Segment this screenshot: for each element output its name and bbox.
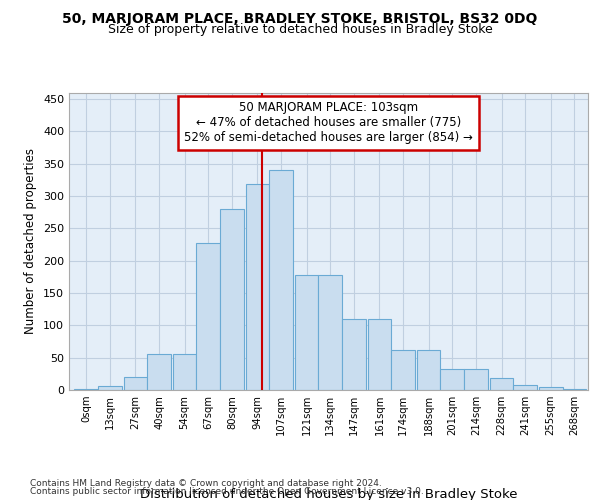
Bar bbox=[319, 275, 342, 390]
Bar bbox=[148, 354, 171, 390]
Bar bbox=[269, 170, 293, 390]
Bar bbox=[391, 350, 415, 390]
X-axis label: Distribution of detached houses by size in Bradley Stoke: Distribution of detached houses by size … bbox=[140, 488, 517, 500]
Bar bbox=[342, 319, 366, 390]
Bar bbox=[98, 386, 122, 390]
Text: Contains public sector information licensed under the Open Government Licence v3: Contains public sector information licen… bbox=[30, 487, 424, 496]
Bar bbox=[124, 377, 148, 390]
Bar bbox=[173, 354, 196, 390]
Bar bbox=[295, 275, 319, 390]
Bar bbox=[490, 378, 514, 390]
Bar bbox=[464, 370, 488, 390]
Bar bbox=[196, 242, 220, 390]
Bar bbox=[539, 387, 563, 390]
Bar bbox=[74, 388, 98, 390]
Text: 50, MARJORAM PLACE, BRADLEY STOKE, BRISTOL, BS32 0DQ: 50, MARJORAM PLACE, BRADLEY STOKE, BRIST… bbox=[62, 12, 538, 26]
Y-axis label: Number of detached properties: Number of detached properties bbox=[25, 148, 37, 334]
Bar bbox=[245, 184, 269, 390]
Text: Contains HM Land Registry data © Crown copyright and database right 2024.: Contains HM Land Registry data © Crown c… bbox=[30, 478, 382, 488]
Text: 50 MARJORAM PLACE: 103sqm
← 47% of detached houses are smaller (775)
52% of semi: 50 MARJORAM PLACE: 103sqm ← 47% of detac… bbox=[184, 102, 473, 144]
Bar bbox=[220, 209, 244, 390]
Bar bbox=[514, 385, 537, 390]
Bar bbox=[563, 388, 586, 390]
Bar bbox=[417, 350, 440, 390]
Bar bbox=[440, 370, 464, 390]
Bar bbox=[368, 319, 391, 390]
Text: Size of property relative to detached houses in Bradley Stoke: Size of property relative to detached ho… bbox=[107, 22, 493, 36]
